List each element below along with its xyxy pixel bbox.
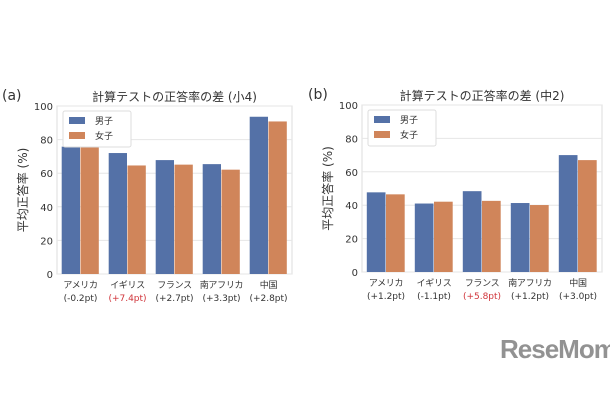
x-tick-label: 南アフリカ [508,277,552,289]
bar-boys [249,116,268,274]
diff-label: (+3.0pt) [559,292,597,302]
bar-girls [434,201,453,272]
y-tick-label: 0 [352,268,358,279]
diff-label: (+2.8pt) [249,294,287,304]
bar-boys [510,203,530,272]
legend-label: 男子 [400,115,418,126]
x-tick-label: フランス [465,278,500,289]
y-tick-label: 0 [47,270,53,281]
legend-label: 男子 [95,116,113,127]
bar-boys [155,160,174,274]
diff-label: (+1.2pt) [367,292,405,302]
x-tick-label: イギリス [110,280,145,291]
bar-boys [366,192,386,272]
bar-girls [80,146,99,274]
legend-swatch [374,116,390,123]
y-tick-label: 80 [345,134,358,145]
panel-label: (b) [308,87,328,103]
bar-girls [578,160,597,272]
diff-label: (+1.2pt) [511,292,549,302]
chart-title: 計算テストの正答率の差 (小4) [92,89,257,104]
x-tick-label: フランス [157,280,192,291]
watermark-logo: ReseMom [500,334,610,364]
y-tick-label: 60 [345,168,358,179]
x-tick-label: アメリカ [369,278,403,289]
legend-swatch [374,131,390,138]
diff-label: (-0.2pt) [64,294,98,304]
bar-girls [221,169,240,274]
x-tick-label: アメリカ [63,280,97,291]
legend-swatch [69,117,85,124]
y-tick-label: 80 [40,136,53,147]
y-tick-label: 60 [40,169,53,180]
panel-label: (a) [2,88,22,104]
y-tick-label: 100 [339,101,358,112]
bar-girls [127,165,146,274]
diff-label: (+5.8pt) [463,292,501,302]
bar-boys [462,191,482,272]
diff-label: (+2.7pt) [155,294,193,304]
bar-girls [174,164,193,274]
bar-girls [268,121,287,275]
y-tick-label: 100 [34,102,53,113]
y-axis-label: 平均正答率 (%) [15,148,30,233]
y-tick-label: 20 [345,235,358,246]
legend-swatch [69,132,85,139]
diff-label: (-1.1pt) [417,292,451,302]
bar-girls [482,200,501,272]
bar-boys [202,164,221,274]
bar-girls [386,194,405,272]
bar-boys [414,203,434,272]
y-tick-label: 40 [40,203,53,214]
y-tick-label: 20 [40,236,53,247]
x-tick-label: 南アフリカ [200,279,244,291]
bar-girls [530,205,549,272]
x-tick-label: 中国 [569,277,587,289]
legend-label: 女子 [400,129,418,141]
bar-boys [61,146,80,274]
bar-boys [108,153,127,274]
diff-label: (+3.3pt) [202,294,240,304]
y-axis-label: 平均正答率 (%) [320,146,335,231]
chart-title: 計算テストの正答率の差 (中2) [400,88,565,103]
legend-label: 女子 [95,130,113,142]
y-tick-label: 40 [345,201,358,212]
x-tick-label: 中国 [260,279,278,291]
diff-label: (+7.4pt) [108,294,146,304]
bar-boys [558,155,578,272]
x-tick-label: イギリス [417,278,452,289]
